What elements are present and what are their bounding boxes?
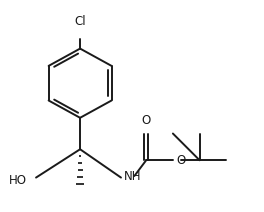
Text: O: O [142,114,151,127]
Text: NH: NH [124,170,142,183]
Text: O: O [176,154,185,167]
Text: HO: HO [9,174,27,187]
Text: Cl: Cl [74,15,86,28]
